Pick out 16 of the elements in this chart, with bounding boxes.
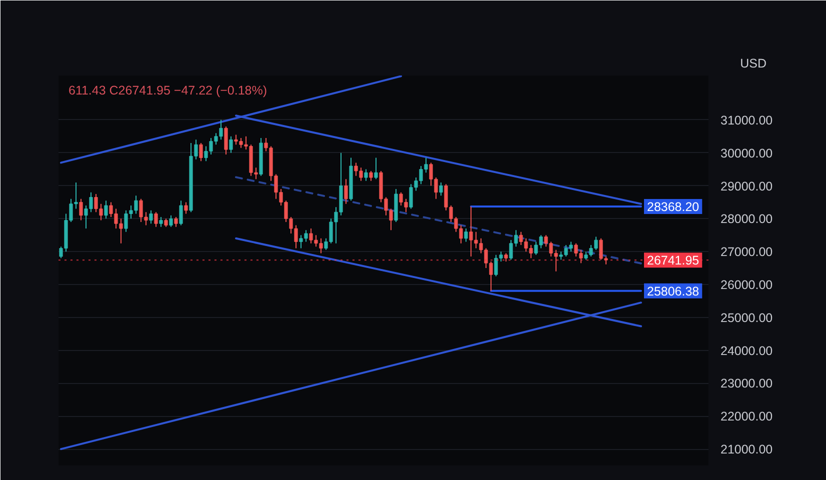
series-label: 25806.38: [647, 284, 700, 298]
y-tick-label: 28000.00: [720, 212, 773, 226]
y-tick-label: 24000.00: [720, 344, 773, 358]
y-tick-label: 30000.00: [720, 146, 773, 160]
y-tick-label: 25000.00: [720, 310, 773, 325]
annotation: 611.43 C26741.95 −47.22 (−0.18%): [68, 84, 268, 98]
y-tick-label: 27000.00: [720, 245, 773, 260]
series-label: 28368.20: [647, 200, 700, 214]
ref-line-label: 26741.95: [647, 254, 700, 268]
y-tick-label: 29000.00: [720, 179, 773, 194]
y-tick-label: 22000.00: [720, 410, 773, 424]
y-tick-label: 23000.00: [720, 376, 773, 391]
y-tick-label: 31000.00: [720, 113, 773, 128]
y-axis-title: USD: [740, 56, 767, 70]
y-tick-label: 21000.00: [720, 442, 773, 457]
y-tick-label: 26000.00: [720, 278, 773, 292]
